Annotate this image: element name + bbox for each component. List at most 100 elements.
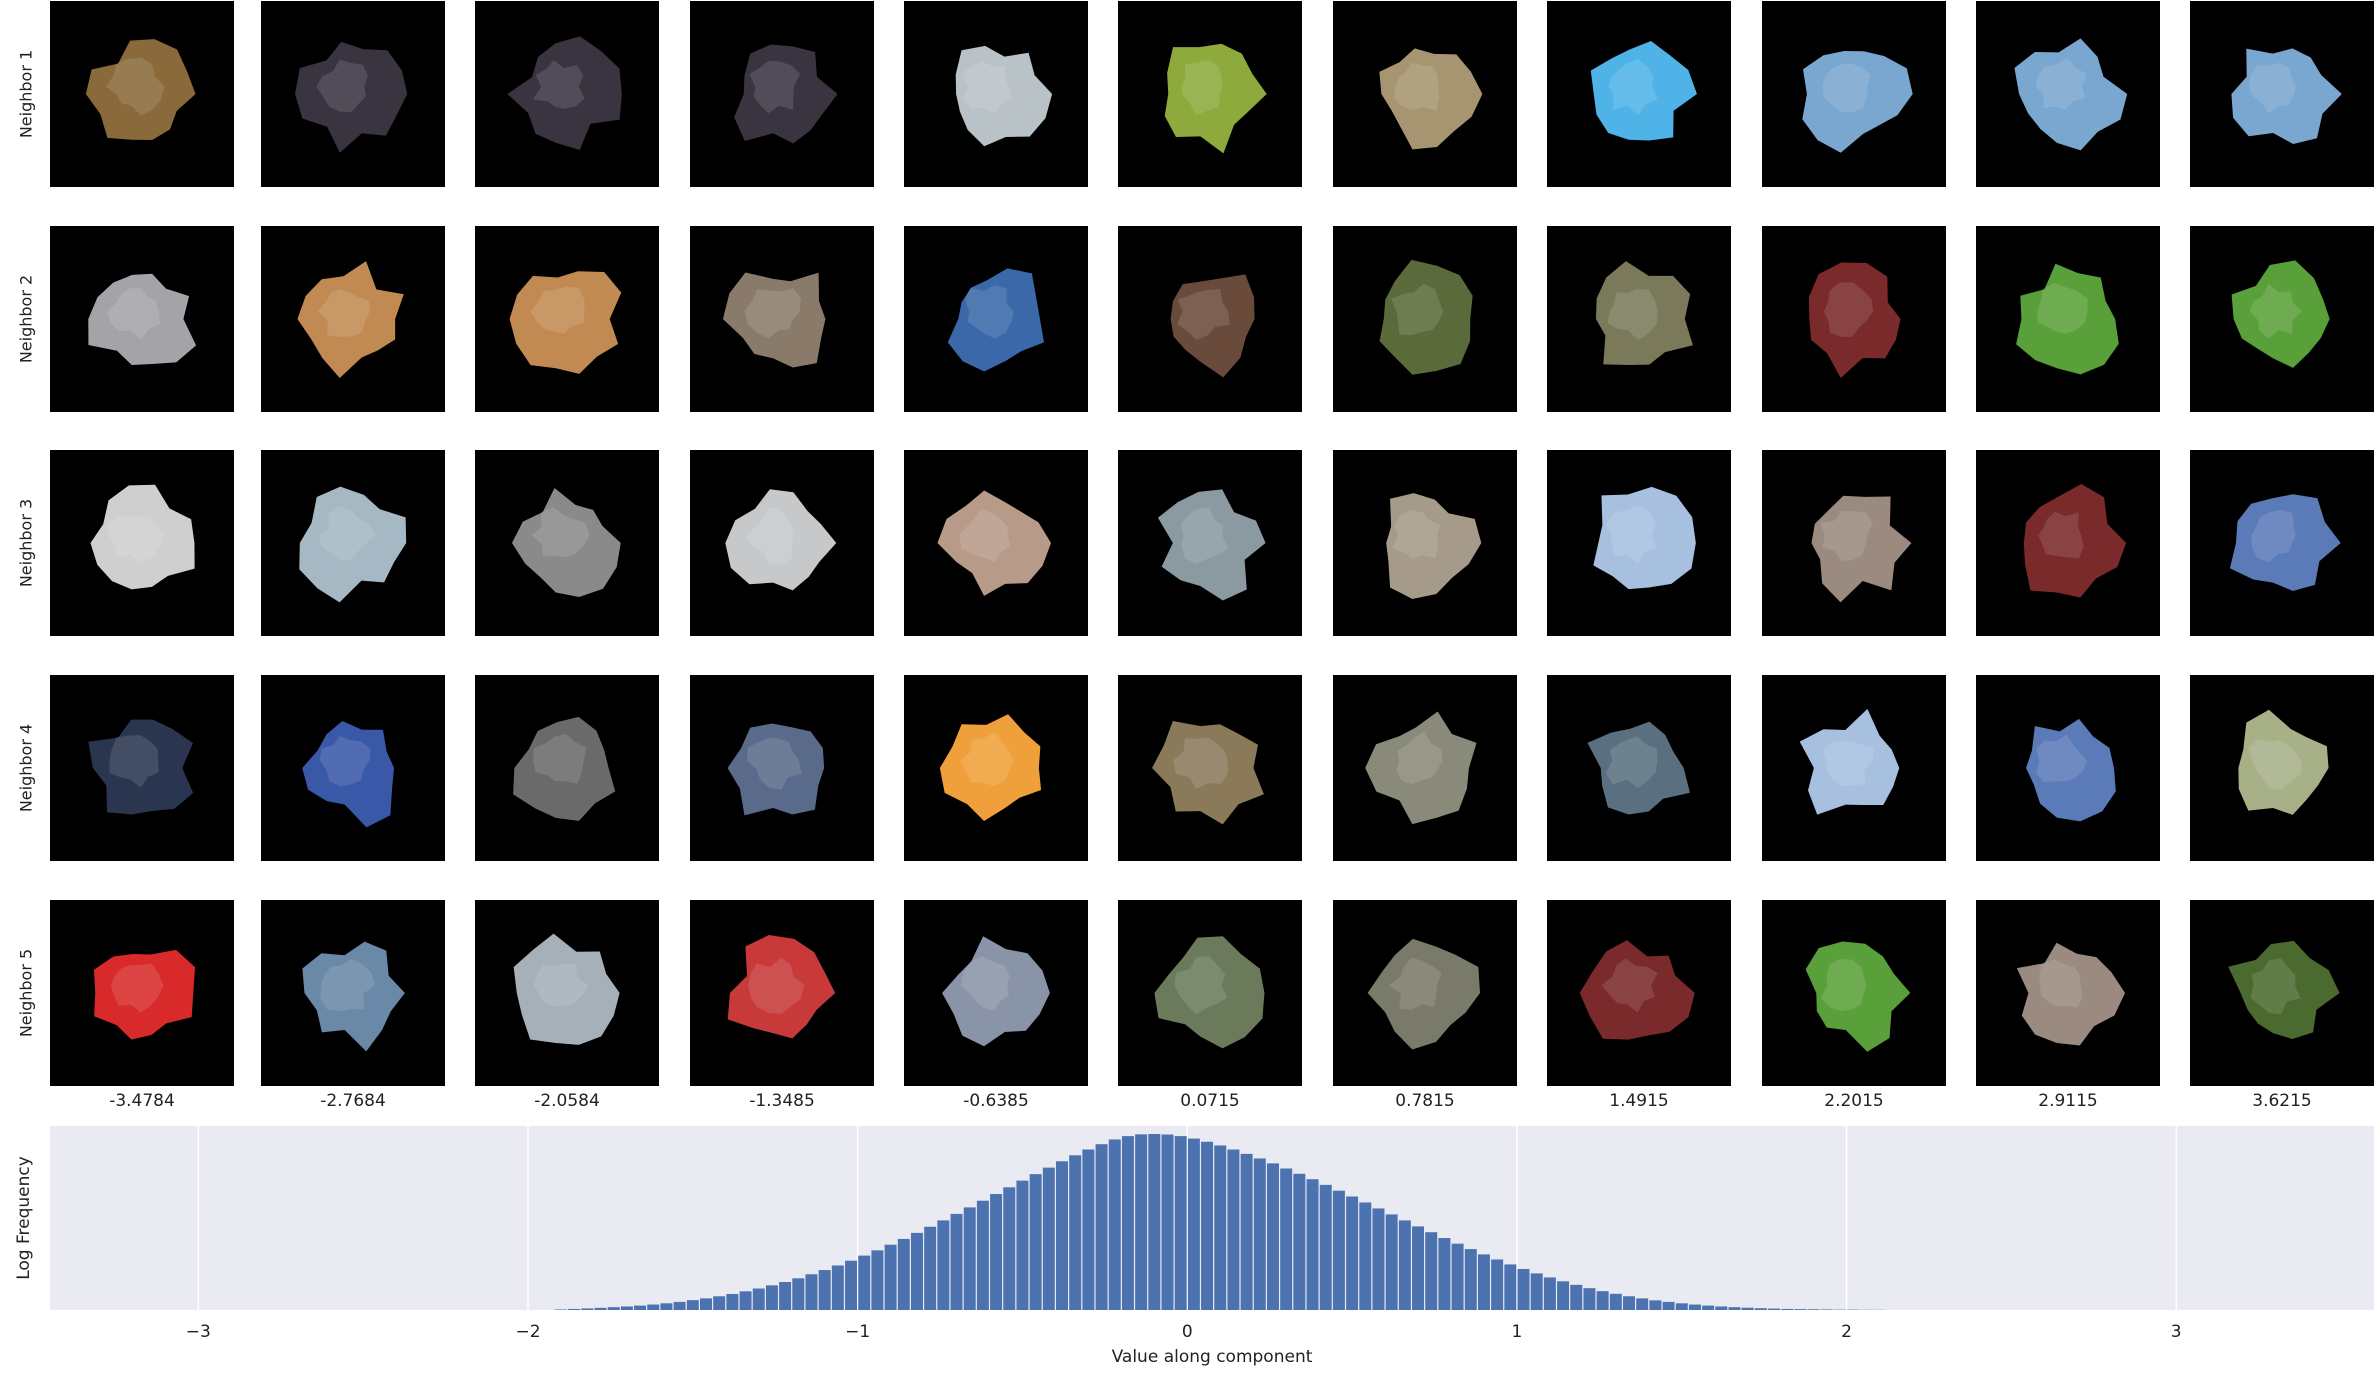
histogram-bar (1557, 1281, 1570, 1310)
histogram-bar (1214, 1145, 1227, 1310)
segment-image (297, 261, 404, 378)
segment-image (1379, 259, 1473, 375)
segment-mask (1799, 708, 1900, 815)
neighbor-image-tile (1762, 450, 1946, 636)
neighbor-image-tile (1118, 1, 1302, 187)
segment-image (299, 486, 407, 603)
histogram-bar (581, 1308, 594, 1310)
segment-image (2231, 48, 2342, 145)
segment-mask (1170, 274, 1255, 378)
segment-highlight (2036, 282, 2088, 334)
histogram-bar (1781, 1308, 1794, 1310)
segment-image (509, 271, 622, 374)
histogram-bar (1543, 1277, 1556, 1310)
segment-mask (2023, 484, 2127, 598)
histogram-bar (884, 1244, 897, 1310)
histogram-bar (647, 1304, 660, 1310)
segment-highlight (1173, 737, 1229, 790)
neighbor-image-tile (904, 675, 1088, 861)
histogram-bar (673, 1301, 686, 1310)
segment-mask (939, 714, 1042, 822)
segment-mask (1579, 940, 1695, 1040)
segment-highlight (534, 963, 590, 1007)
segment-mask (2231, 48, 2342, 145)
histogram-bar (1016, 1180, 1029, 1310)
segment-highlight (1822, 63, 1871, 113)
segment-mask (1587, 721, 1690, 815)
histogram-bar (1227, 1149, 1240, 1310)
histogram-bar (1609, 1293, 1622, 1310)
segment-mask (1379, 259, 1473, 375)
segment-highlight (110, 963, 164, 1013)
segment-highlight (1392, 509, 1441, 560)
segment-highlight (1396, 731, 1443, 785)
histogram-bar (858, 1255, 871, 1310)
segment-image (1157, 489, 1266, 601)
segment-highlight (959, 508, 1011, 562)
segment-highlight (961, 956, 1010, 1011)
segment-highlight (2248, 738, 2302, 790)
segment-highlight (2039, 959, 2083, 1008)
histogram-bar (1504, 1264, 1517, 1310)
x-tick-label: 1 (1512, 1322, 1523, 1342)
segment-highlight (532, 60, 585, 109)
histogram-bar (1346, 1196, 1359, 1310)
column-value: 1.4915 (1609, 1091, 1669, 1111)
histogram-bar (594, 1307, 607, 1310)
segment-mask (88, 273, 197, 365)
segment-image (2014, 38, 2128, 151)
histogram-bar (1715, 1306, 1728, 1310)
segment-image (955, 45, 1053, 147)
histogram-bar (739, 1291, 752, 1310)
x-tick-label: −3 (186, 1322, 211, 1342)
segment-mask (297, 261, 404, 378)
segment-image (88, 273, 197, 365)
neighbor-image-tile (690, 675, 874, 861)
segment-mask (1811, 495, 1912, 603)
histogram-bar (554, 1309, 567, 1310)
histogram-bar (1306, 1179, 1319, 1310)
segment-highlight (316, 59, 368, 113)
segment-highlight (960, 732, 1014, 787)
column-value: 3.6215 (2252, 1091, 2312, 1111)
histogram-bar (1596, 1291, 1609, 1310)
segment-mask (1593, 486, 1696, 590)
segment-image (88, 719, 194, 815)
neighbor-image-tile (904, 900, 1088, 1086)
segment-mask (734, 44, 838, 144)
segment-image (1154, 936, 1265, 1049)
segment-image (513, 933, 620, 1045)
segment-highlight (532, 733, 587, 784)
histogram-bar (765, 1285, 778, 1310)
histogram-bar (1095, 1144, 1108, 1310)
histogram-bar (1688, 1304, 1701, 1310)
histogram-bar (1056, 1161, 1069, 1310)
segment-image (725, 489, 837, 591)
segment-mask (727, 723, 825, 816)
segment-image (1811, 495, 1912, 603)
histogram-bar (1649, 1300, 1662, 1310)
segment-highlight (961, 61, 1012, 114)
histogram-bar (805, 1274, 818, 1310)
neighbor-image-tile (2190, 675, 2374, 861)
histogram-bar (1240, 1153, 1253, 1310)
segment-highlight (2250, 958, 2301, 1015)
histogram-bar (831, 1265, 844, 1310)
histogram-bar (897, 1238, 910, 1310)
segment-image (302, 941, 405, 1052)
segment-highlight (2249, 283, 2302, 339)
segment-highlight (1388, 957, 1442, 1010)
histogram-bar (1477, 1254, 1490, 1310)
segment-highlight (1606, 506, 1657, 564)
segment-highlight (1608, 58, 1658, 116)
y-axis-label: Log Frequency (14, 1156, 34, 1280)
segment-mask (2228, 940, 2340, 1039)
segment-mask (507, 36, 622, 150)
segment-mask (1805, 941, 1911, 1052)
neighbor-image-tile (475, 226, 659, 412)
neighbor-image-tile (690, 1, 874, 187)
segment-mask (90, 484, 195, 590)
segment-image (302, 720, 395, 828)
segment-image (295, 41, 408, 153)
